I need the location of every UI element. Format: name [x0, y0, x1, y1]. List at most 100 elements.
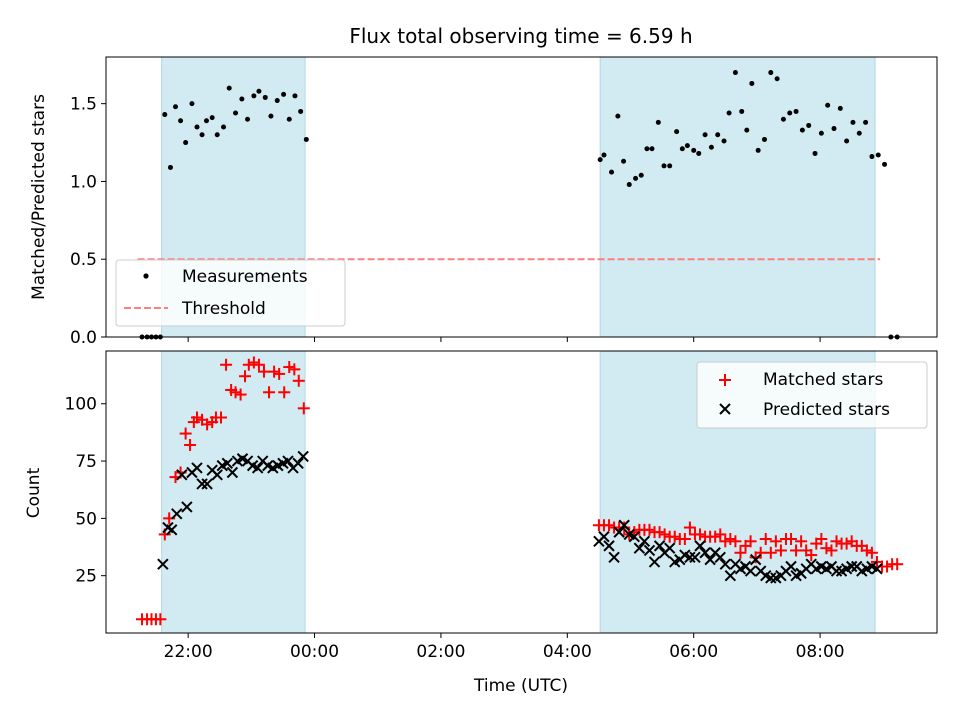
matched-point	[220, 358, 233, 371]
legend-predicted-marker	[719, 403, 731, 415]
measurement-point	[644, 146, 650, 152]
ratio-ytick-label: 0.5	[70, 250, 97, 270]
predicted-point	[211, 469, 223, 481]
measurement-point	[256, 88, 262, 94]
matched-point	[268, 365, 281, 378]
measurement-point	[856, 130, 862, 136]
measurement-point	[203, 118, 209, 124]
ratio-axes-frame	[105, 56, 938, 338]
matched-point	[257, 365, 270, 378]
matched-point	[815, 533, 828, 545]
predicted-point	[744, 565, 757, 577]
matched-point	[785, 533, 798, 545]
matched-point	[239, 370, 252, 383]
predicted-point	[282, 455, 294, 467]
matched-point	[790, 544, 803, 557]
measurement-point	[696, 150, 702, 156]
predicted-point	[176, 469, 188, 481]
matched-point	[724, 533, 737, 545]
count-x-ticks: 22:00 00:00 02:00 04:00 06:00 08:00	[164, 633, 845, 662]
measurement-point	[702, 132, 708, 138]
matched-point	[263, 386, 276, 399]
measurement-point	[739, 108, 745, 114]
predicted-point	[292, 457, 304, 470]
measurement-point	[199, 132, 205, 138]
predicted-stars-series	[157, 450, 883, 584]
ratio-legend-box	[115, 259, 346, 327]
measurement-point	[268, 113, 274, 119]
measurement-point	[831, 126, 837, 132]
xtick-label: 22:00	[164, 642, 213, 662]
matched-point	[719, 535, 732, 548]
measurement-point	[194, 124, 200, 130]
matched-point	[774, 544, 787, 557]
measurement-point	[768, 70, 774, 76]
predicted-point	[628, 531, 641, 543]
count-ytick-label: 50	[75, 509, 97, 529]
predicted-point	[785, 560, 797, 573]
ratio-ytick-label: 1.0	[70, 172, 97, 192]
matched-point	[273, 367, 286, 380]
measurement-point	[799, 127, 805, 133]
predicted-point	[714, 551, 726, 564]
predicted-point	[618, 519, 630, 531]
measurement-point	[638, 172, 644, 178]
measurement-point	[609, 169, 615, 175]
measurements-series	[139, 70, 900, 340]
predicted-point	[633, 542, 646, 554]
predicted-point	[201, 478, 213, 490]
measurement-point	[167, 164, 173, 170]
measurement-point	[239, 96, 245, 102]
measurement-point	[679, 146, 685, 152]
measurement-point	[178, 118, 184, 124]
predicted-point	[689, 551, 701, 564]
predicted-point	[297, 450, 309, 463]
matched-point	[242, 358, 255, 371]
predicted-point	[638, 535, 651, 547]
measurement-point	[233, 110, 239, 116]
matched-point	[709, 530, 722, 543]
measurement-point	[209, 115, 215, 121]
measurement-point	[162, 112, 168, 118]
count-axes-frame	[105, 350, 938, 634]
matched-point	[840, 537, 853, 550]
ratio-ytick-label: 0.0	[70, 328, 97, 348]
matched-point	[805, 549, 818, 562]
measurement-point	[221, 124, 227, 130]
ratio-shade-1	[599, 56, 876, 338]
matched-point	[653, 526, 666, 539]
predicted-point	[765, 572, 777, 584]
count-y-ticks: 25 50 75 100	[65, 395, 106, 587]
measurement-point	[869, 154, 875, 160]
matched-point	[288, 363, 301, 376]
measurement-point	[245, 116, 251, 122]
matched-point	[865, 546, 878, 559]
measurement-point	[850, 119, 856, 125]
measurement-point	[286, 116, 292, 122]
legend-measurements-marker	[143, 273, 149, 279]
predicted-point	[608, 551, 620, 564]
matched-point	[830, 535, 843, 548]
matched-point	[714, 528, 727, 541]
ratio-y-ticks: 0.0 0.5 1.0 1.5	[70, 95, 106, 348]
measurement-point	[674, 129, 680, 135]
measurement-point	[844, 138, 850, 144]
predicted-point	[226, 466, 239, 479]
predicted-point	[643, 544, 656, 557]
matched-point	[734, 546, 747, 559]
matched-point	[764, 546, 777, 559]
matched-point	[247, 356, 260, 369]
count-legend-box	[696, 361, 928, 429]
matched-point	[683, 521, 696, 534]
matched-point	[234, 388, 247, 401]
matched-point	[278, 386, 291, 399]
measurement-point	[875, 152, 881, 158]
measurement-point	[755, 147, 761, 153]
matched-point	[297, 402, 310, 415]
matched-point	[744, 535, 757, 548]
count-ytick-label: 75	[75, 452, 97, 472]
matched-point	[694, 528, 707, 541]
matched-point	[229, 386, 242, 399]
predicted-point	[648, 556, 661, 568]
